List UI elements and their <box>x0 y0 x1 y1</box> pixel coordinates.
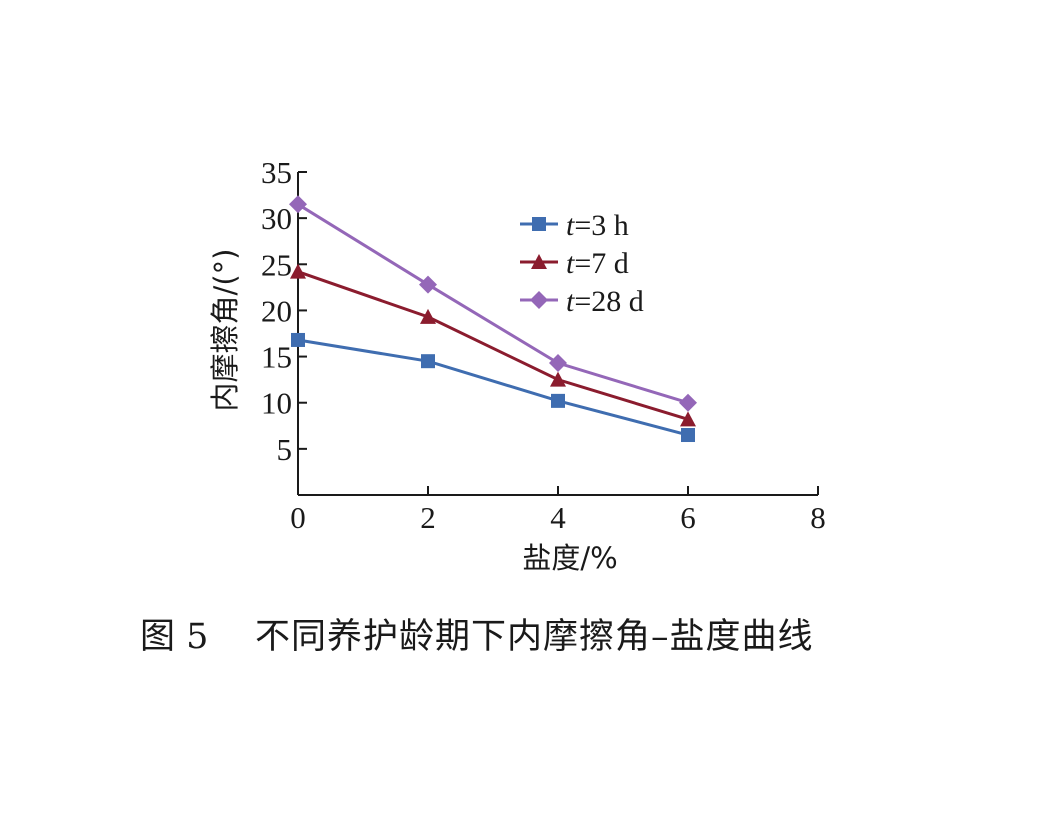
x-tick-label: 6 <box>680 500 696 535</box>
axes: 5 10 15 20 25 30 35 0 2 4 6 8 <box>261 155 826 535</box>
y-tick-label: 20 <box>261 293 292 328</box>
legend-label-variable: t <box>566 247 575 280</box>
legend-label-variable: t <box>566 285 575 318</box>
legend-item: t=3 h <box>520 209 629 242</box>
legend-item: t=28 d <box>520 285 644 318</box>
series-2 <box>289 195 697 412</box>
series-layer <box>289 195 697 443</box>
y-tick-label: 10 <box>261 386 292 421</box>
figure-number: 图 5 <box>140 617 209 657</box>
x-tick-label: 0 <box>290 500 306 535</box>
x-tick-label: 2 <box>420 500 436 535</box>
legend-marker <box>530 291 548 309</box>
y-tick-label: 30 <box>261 201 292 236</box>
x-tick-label: 8 <box>810 500 826 535</box>
y-axis-title: 内摩擦角/(°) <box>208 249 242 412</box>
legend-marker <box>531 254 547 269</box>
data-point <box>290 263 306 279</box>
data-point <box>291 332 305 347</box>
legend-label-value: =28 d <box>574 285 643 318</box>
data-point <box>420 308 436 324</box>
data-point <box>551 393 565 408</box>
data-point <box>289 195 307 214</box>
legend: t=3 ht=7 dt=28 d <box>520 209 644 318</box>
y-tick-label: 25 <box>261 247 292 282</box>
series-0 <box>291 332 695 443</box>
legend-marker <box>532 217 546 231</box>
legend-label: t=3 h <box>566 209 629 242</box>
data-point <box>549 354 567 373</box>
x-axis-title: 盐度/% <box>522 541 617 575</box>
series-line <box>297 203 689 405</box>
data-point <box>680 411 696 427</box>
series-line <box>297 338 689 437</box>
data-point <box>421 354 435 369</box>
legend-label-value: =7 d <box>574 247 628 280</box>
figure-title: 不同养护龄期下内摩擦角–盐度曲线 <box>255 617 814 657</box>
y-tick-label: 15 <box>261 340 292 375</box>
data-point <box>681 428 695 443</box>
y-tick-label: 5 <box>277 432 293 467</box>
legend-label-value: =3 h <box>574 209 628 242</box>
data-point <box>419 275 437 294</box>
legend-label: t=7 d <box>566 247 629 280</box>
data-point <box>550 371 566 387</box>
series-line <box>297 270 689 421</box>
y-tick-label: 35 <box>261 155 292 190</box>
legend-label-variable: t <box>566 209 575 242</box>
x-tick-label: 4 <box>550 500 566 535</box>
legend-item: t=7 d <box>520 247 629 280</box>
data-point <box>679 393 697 412</box>
legend-label: t=28 d <box>566 285 644 318</box>
series-1 <box>290 263 696 427</box>
